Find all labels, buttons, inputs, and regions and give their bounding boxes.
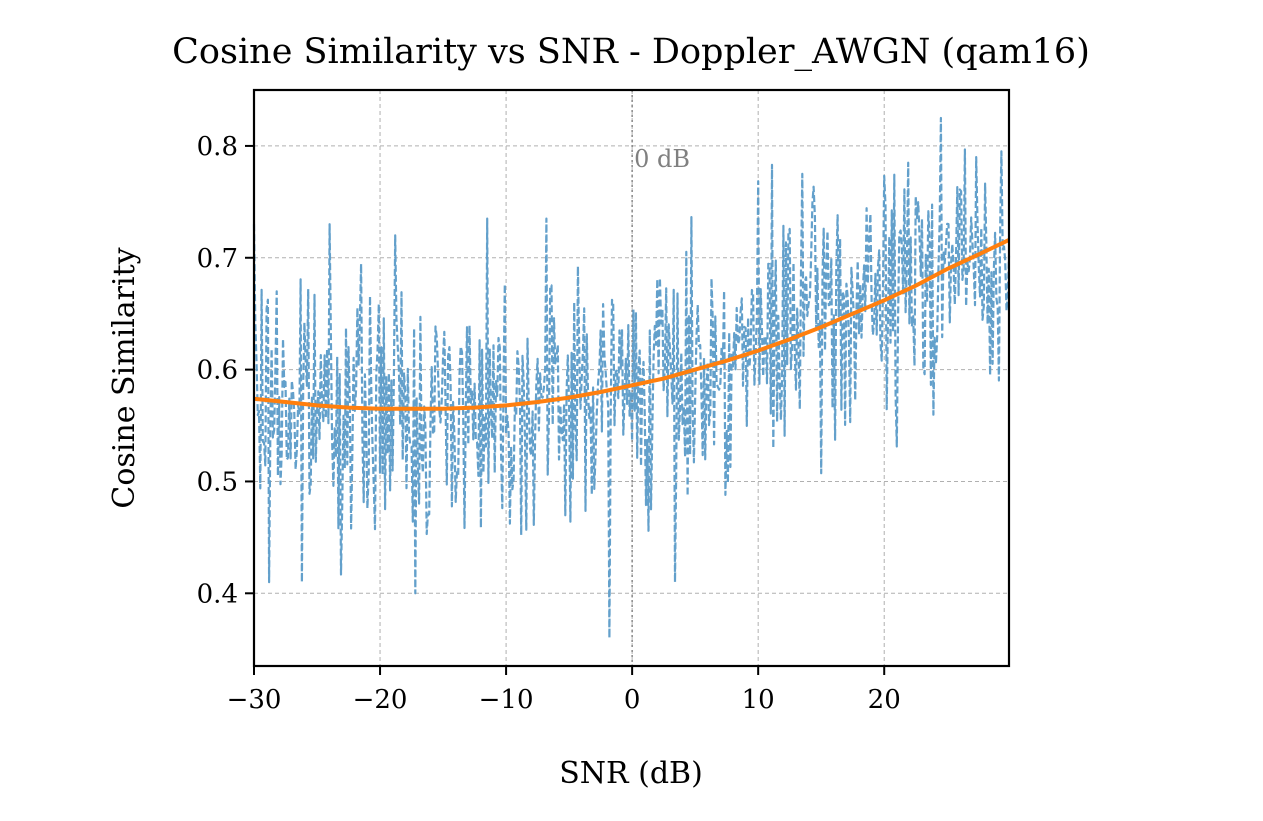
- zero-db-label: 0 dB: [634, 145, 690, 173]
- x-tick-label: −20: [353, 685, 408, 715]
- series-measured-line: [252, 116, 1011, 640]
- x-tick-label: −30: [227, 685, 282, 715]
- series-trend-line: [253, 238, 1010, 411]
- x-tick-label: 0: [624, 685, 641, 715]
- series-layer: [252, 116, 1011, 640]
- annotation-layer: 0 dB: [631, 90, 690, 666]
- x-tick-label: 10: [742, 685, 775, 715]
- y-tick-label: 0.7: [197, 244, 238, 274]
- x-tick-label: −10: [479, 685, 534, 715]
- y-axis-label: Cosine Similarity: [107, 247, 142, 508]
- x-tick-label: 20: [868, 685, 901, 715]
- y-tick-label: 0.5: [197, 467, 238, 497]
- x-axis-ticks: −30 −20 −10 0 10 20: [227, 666, 901, 715]
- x-axis-label: SNR (dB): [559, 756, 703, 791]
- y-axis-ticks: 0.4 0.5 0.6 0.7 0.8: [197, 132, 254, 609]
- chart-title: Cosine Similarity vs SNR - Doppler_AWGN …: [172, 32, 1090, 72]
- y-tick-label: 0.6: [197, 356, 238, 386]
- y-tick-label: 0.8: [197, 132, 238, 162]
- y-tick-label: 0.4: [197, 579, 238, 609]
